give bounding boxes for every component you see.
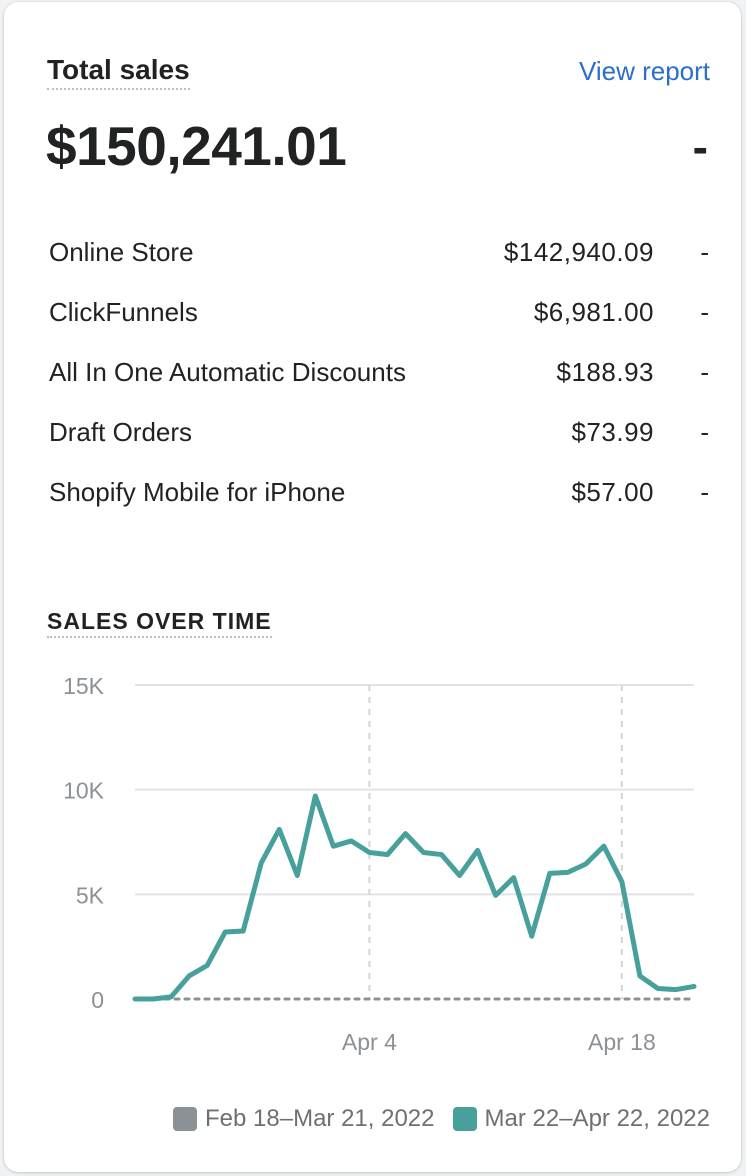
breakdown-row: Online Store $142,940.09 - [49,232,717,272]
y-tick-label: 15K [63,673,105,699]
channel-name: Shopify Mobile for iPhone [49,477,346,507]
series-line-current [132,793,697,1002]
legend-label-previous: Feb 18–Mar 21, 2022 [205,1105,435,1132]
channel-change: - [700,357,709,387]
x-tick-label: Apr 4 [342,1029,397,1055]
y-tick-label: 0 [91,987,104,1013]
breakdown-row: All In One Automatic Discounts $188.93 - [49,352,717,392]
breakdown-row: ClickFunnels $6,981.00 - [49,292,717,332]
breakdown-row: Draft Orders $73.99 - [49,412,717,452]
channel-change: - [700,417,709,447]
view-report-link[interactable]: View report [578,56,710,86]
y-tick-label: 5K [76,882,105,908]
card-title[interactable]: Total sales [47,52,190,90]
breakdown-row: Shopify Mobile for iPhone $57.00 - [49,472,717,512]
channel-change: - [700,297,709,327]
y-tick-label: 10K [63,778,105,804]
total-sales-card: Total sales View report $150,241.01 - On… [4,2,741,1172]
channel-change: - [700,477,709,507]
channel-name: Draft Orders [49,417,193,447]
sales-breakdown-list: Online Store $142,940.09 - ClickFunnels … [49,232,717,532]
legend-label-current: Mar 22–Apr 22, 2022 [484,1105,710,1132]
x-tick-label: Apr 18 [588,1029,656,1055]
legend-swatch-previous [173,1107,198,1131]
channel-value: $6,981.00 [533,297,654,327]
channel-value: $73.99 [571,417,654,447]
channel-value: $188.93 [556,357,654,387]
sales-over-time-chart: 0 5K 10K 15K Apr 4 Apr 18 [63,673,697,1055]
total-sales-value: $150,241.01 [46,115,347,177]
channel-name: Online Store [49,237,194,267]
legend-item-current[interactable]: Mar 22–Apr 22, 2022 [452,1103,710,1135]
legend-swatch-current [452,1107,477,1131]
channel-name: All In One Automatic Discounts [49,357,406,387]
legend-item-previous[interactable]: Feb 18–Mar 21, 2022 [173,1103,435,1135]
channel-name: ClickFunnels [49,297,198,327]
total-change-indicator: - [692,121,708,173]
channel-change: - [700,237,709,267]
channel-value: $57.00 [571,477,654,507]
channel-value: $142,940.09 [503,237,654,267]
sales-over-time-title[interactable]: SALES OVER TIME [47,606,272,638]
chart-legend: Feb 18–Mar 21, 2022 Mar 22–Apr 22, 2022 [155,1103,710,1135]
